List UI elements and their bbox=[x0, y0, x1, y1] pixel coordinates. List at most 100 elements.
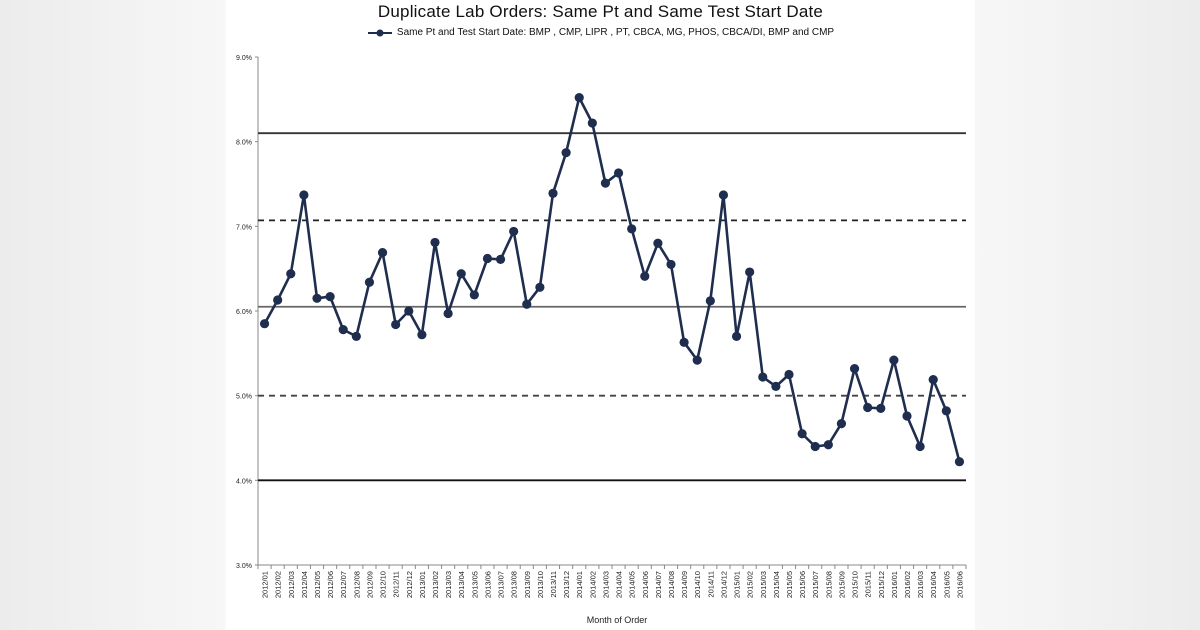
data-point bbox=[338, 325, 348, 335]
x-tick-label: 2014/04 bbox=[615, 571, 624, 598]
x-tick-label: 2015/05 bbox=[785, 571, 794, 598]
data-point bbox=[666, 259, 676, 270]
chart-panel bbox=[226, 0, 975, 630]
x-tick-label: 2015/02 bbox=[746, 571, 755, 598]
x-tick-label: 2014/08 bbox=[667, 571, 676, 598]
data-point bbox=[299, 190, 309, 200]
data-point bbox=[863, 402, 873, 413]
data-point bbox=[889, 355, 899, 365]
data-point bbox=[443, 308, 453, 319]
data-point bbox=[627, 224, 637, 234]
data-point bbox=[954, 457, 965, 467]
data-point bbox=[456, 269, 466, 279]
data-point bbox=[640, 271, 650, 281]
x-tick-label: 2015/01 bbox=[733, 571, 742, 598]
data-point bbox=[273, 295, 283, 305]
x-tick-label: 2015/04 bbox=[772, 571, 781, 598]
legend: Same Pt and Test Start Date: BMP , CMP, … bbox=[226, 27, 975, 38]
x-tick-label: 2013/03 bbox=[444, 571, 453, 598]
legend-marker-icon bbox=[367, 29, 392, 36]
x-tick-label: 2015/06 bbox=[798, 571, 807, 598]
y-tick-label: 4.0% bbox=[236, 478, 252, 485]
data-point bbox=[325, 292, 335, 302]
x-tick-label: 2014/09 bbox=[680, 571, 689, 598]
y-tick-label: 6.0% bbox=[236, 309, 252, 316]
x-tick-label: 2013/12 bbox=[562, 571, 571, 598]
y-tick-label: 9.0% bbox=[236, 55, 252, 62]
x-tick-label: 2016/04 bbox=[929, 571, 938, 598]
data-point bbox=[849, 363, 860, 374]
x-tick-label: 2013/07 bbox=[497, 571, 506, 598]
x-tick-label: 2014/07 bbox=[654, 571, 663, 598]
x-tick-label: 2012/09 bbox=[365, 571, 374, 598]
data-point bbox=[548, 188, 558, 198]
x-tick-label: 2016/06 bbox=[955, 571, 964, 598]
x-tick-label: 2015/11 bbox=[864, 571, 873, 598]
data-point bbox=[351, 331, 361, 341]
x-tick-label: 2015/03 bbox=[759, 571, 768, 598]
data-point bbox=[718, 190, 729, 200]
data-point bbox=[810, 441, 820, 452]
x-tick-label: 2016/01 bbox=[890, 571, 899, 598]
data-point bbox=[522, 299, 532, 309]
data-point bbox=[259, 319, 270, 329]
data-point bbox=[705, 296, 715, 306]
y-tick-label: 3.0% bbox=[236, 563, 252, 570]
data-point bbox=[587, 118, 597, 128]
data-point bbox=[823, 440, 833, 450]
x-tick-label: 2012/05 bbox=[313, 571, 322, 598]
data-point bbox=[469, 290, 479, 300]
x-tick-label: 2014/12 bbox=[719, 571, 728, 598]
x-tick-label: 2014/02 bbox=[588, 571, 597, 598]
data-point bbox=[600, 178, 611, 188]
data-point bbox=[561, 148, 571, 158]
series-line bbox=[263, 96, 961, 463]
data-point bbox=[509, 226, 519, 237]
data-point bbox=[902, 411, 912, 421]
y-tick-label: 7.0% bbox=[236, 224, 252, 231]
x-tick-label: 2012/07 bbox=[339, 571, 348, 598]
data-point bbox=[286, 269, 296, 279]
data-point bbox=[653, 238, 663, 248]
x-tick-label: 2013/04 bbox=[457, 571, 466, 598]
data-point bbox=[613, 168, 624, 178]
x-tick-label: 2012/03 bbox=[287, 571, 296, 598]
x-tick-label: 2012/10 bbox=[379, 571, 388, 598]
x-tick-label: 2014/06 bbox=[641, 571, 650, 598]
data-point bbox=[430, 237, 440, 248]
x-tick-label: 2012/06 bbox=[326, 571, 335, 598]
x-tick-label: 2012/01 bbox=[261, 571, 270, 598]
x-tick-label: 2014/11 bbox=[706, 571, 715, 598]
x-tick-label: 2013/01 bbox=[418, 571, 427, 598]
x-tick-label: 2016/02 bbox=[903, 571, 912, 598]
x-tick-label: 2013/06 bbox=[483, 571, 492, 598]
data-point bbox=[771, 381, 781, 391]
x-tick-label: 2012/08 bbox=[352, 571, 361, 598]
y-tick-label: 8.0% bbox=[236, 140, 252, 147]
legend-label: Same Pt and Test Start Date: BMP , CMP, … bbox=[396, 27, 835, 38]
x-tick-label: 2012/11 bbox=[392, 571, 401, 598]
x-tick-label: 2015/10 bbox=[851, 571, 860, 598]
data-point bbox=[679, 337, 689, 347]
x-axis-label: Month of Order bbox=[587, 615, 648, 625]
x-tick-label: 2012/02 bbox=[274, 571, 283, 598]
x-tick-label: 2013/02 bbox=[431, 571, 440, 598]
data-point bbox=[495, 254, 506, 264]
x-tick-label: 2015/12 bbox=[877, 571, 886, 598]
data-point bbox=[574, 93, 584, 103]
x-tick-label: 2013/05 bbox=[470, 571, 479, 598]
data-point bbox=[364, 277, 375, 287]
data-point bbox=[876, 403, 886, 413]
x-tick-label: 2015/09 bbox=[837, 571, 846, 598]
data-point bbox=[417, 330, 427, 340]
y-tick-label: 5.0% bbox=[236, 394, 252, 401]
chart-title: Duplicate Lab Orders: Same Pt and Same T… bbox=[377, 2, 824, 21]
data-point bbox=[535, 282, 545, 292]
data-point bbox=[312, 293, 322, 303]
x-tick-label: 2015/07 bbox=[811, 571, 820, 598]
data-point bbox=[784, 369, 794, 380]
data-point bbox=[915, 441, 925, 452]
data-point bbox=[482, 253, 493, 264]
x-tick-label: 2013/11 bbox=[549, 571, 558, 598]
